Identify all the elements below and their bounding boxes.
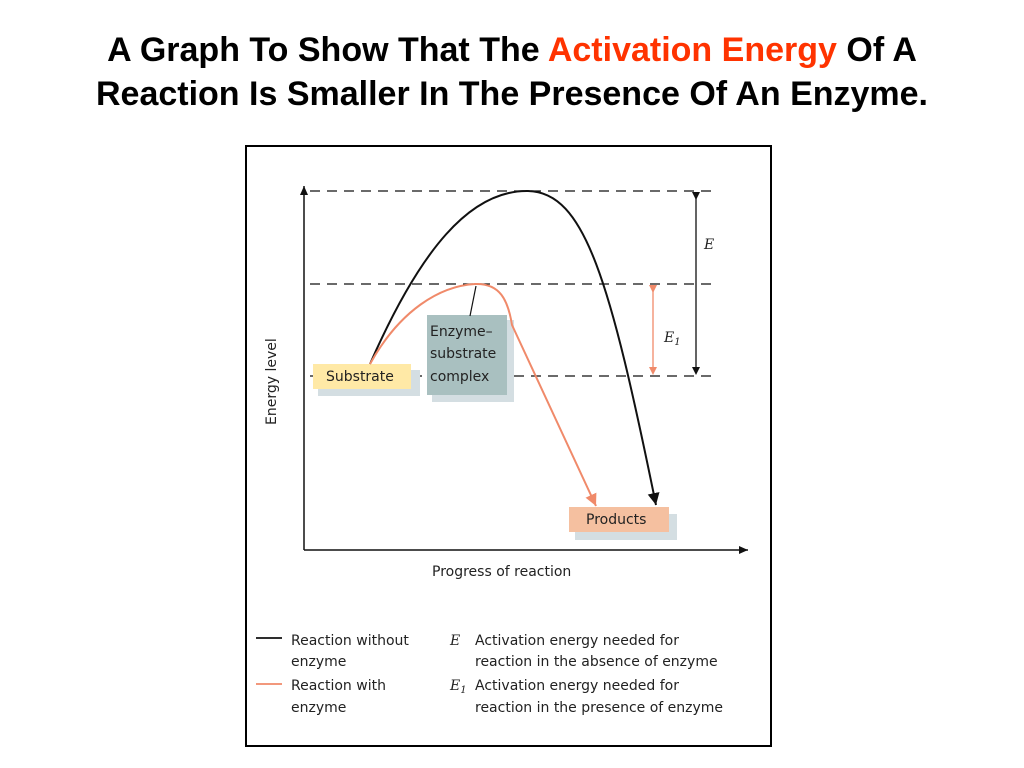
legend-without-enzyme-line-1: Reaction without (291, 633, 409, 649)
title-line-2: Reaction Is Smaller In The Presence Of A… (95, 75, 929, 113)
slide-title: A Graph To Show That The Activation Ener… (0, 28, 1024, 116)
complex-label-line-2: substrate (430, 346, 496, 362)
legend-e1-description-line-2: reaction in the presence of enzyme (475, 700, 723, 716)
legend-e1-description-line-1: Activation energy needed for (475, 678, 679, 694)
legend-with-enzyme-line-1: Reaction with (291, 678, 386, 694)
legend-e-description-line-2: reaction in the absence of enzyme (475, 654, 718, 670)
legend-e1-symbol-subscript: 1 (460, 685, 466, 696)
e1-label-subscript: 1 (674, 337, 680, 348)
legend-with-enzyme-line-2: enzyme (291, 700, 346, 716)
substrate-box (313, 364, 411, 389)
legend-e-symbol: E (449, 633, 460, 649)
complex-box (427, 315, 507, 395)
legend-e1-symbol: E1 (449, 678, 467, 696)
figure-frame (245, 145, 772, 747)
legend-without-enzyme-line-2: enzyme (291, 654, 346, 670)
complex-label-line-3: complex (430, 369, 489, 385)
complex-label-line-1: Enzyme– (430, 324, 493, 340)
x-axis-label: Progress of reaction (432, 564, 571, 580)
e-label: E (703, 237, 714, 253)
title-line-1: A Graph To Show That The Activation Ener… (0, 28, 1024, 72)
legend-e-description-line-1: Activation energy needed for (475, 633, 679, 649)
title-line-1-start: A Graph To Show That The (107, 31, 548, 69)
title-line-1-end: Of A (836, 31, 917, 69)
complex-pointer-line (469, 285, 477, 317)
products-box (569, 507, 669, 532)
curve-without-enzyme (369, 189, 660, 506)
e1-label-base: E (663, 330, 674, 346)
title-highlight-activation-energy: Activation Energy (547, 31, 837, 69)
y-axis-label: Energy level (264, 338, 280, 425)
e1-label: E1 (663, 330, 681, 348)
legend-e1-symbol-base: E (449, 678, 460, 694)
products-label: Products (586, 512, 646, 528)
curve-with-enzyme (369, 282, 597, 507)
substrate-label: Substrate (326, 369, 394, 385)
